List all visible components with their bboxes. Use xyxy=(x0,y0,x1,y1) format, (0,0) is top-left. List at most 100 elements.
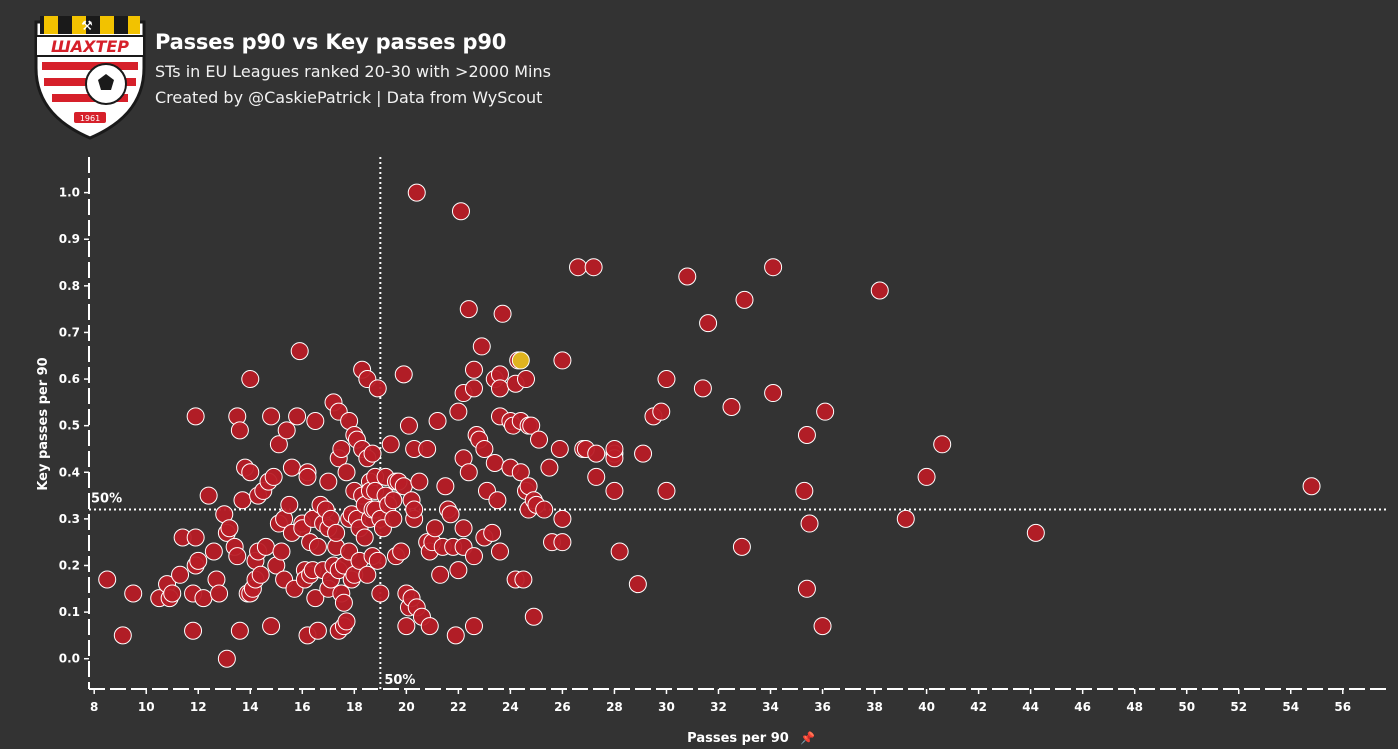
data-point[interactable] xyxy=(764,384,783,403)
data-point[interactable] xyxy=(407,183,426,202)
data-point[interactable] xyxy=(241,370,260,389)
data-point[interactable] xyxy=(264,467,283,486)
data-point[interactable] xyxy=(308,537,327,556)
data-point[interactable] xyxy=(797,425,816,444)
data-point[interactable] xyxy=(230,621,249,640)
data-point[interactable] xyxy=(628,575,647,594)
data-point[interactable] xyxy=(124,584,143,603)
data-point[interactable] xyxy=(464,547,483,566)
data-point[interactable] xyxy=(368,379,387,398)
data-point[interactable] xyxy=(514,570,533,589)
data-point[interactable] xyxy=(334,593,353,612)
data-point[interactable] xyxy=(464,379,483,398)
data-point[interactable] xyxy=(813,617,832,636)
data-point[interactable] xyxy=(464,617,483,636)
data-point[interactable] xyxy=(113,626,132,645)
data-point[interactable] xyxy=(371,584,390,603)
data-point[interactable] xyxy=(511,463,530,482)
data-point[interactable] xyxy=(381,435,400,454)
data-point[interactable] xyxy=(199,486,218,505)
data-point[interactable] xyxy=(288,407,307,426)
data-point[interactable] xyxy=(308,621,327,640)
data-point[interactable] xyxy=(490,542,509,561)
data-point[interactable] xyxy=(870,281,889,300)
data-point[interactable] xyxy=(319,472,338,491)
data-point[interactable] xyxy=(459,300,478,319)
data-point[interactable] xyxy=(262,617,281,636)
data-point[interactable] xyxy=(337,463,356,482)
data-point[interactable] xyxy=(397,617,416,636)
data-point[interactable] xyxy=(464,360,483,379)
data-point[interactable] xyxy=(610,542,629,561)
data-point[interactable] xyxy=(451,202,470,221)
data-point[interactable] xyxy=(204,542,223,561)
data-point[interactable] xyxy=(446,626,465,645)
data-point[interactable] xyxy=(678,267,697,286)
highlight-point[interactable] xyxy=(511,351,530,370)
data-point[interactable] xyxy=(337,612,356,631)
data-point[interactable] xyxy=(800,514,819,533)
data-point[interactable] xyxy=(405,500,424,519)
data-point[interactable] xyxy=(186,528,205,547)
data-point[interactable] xyxy=(735,290,754,309)
data-point[interactable] xyxy=(217,649,236,668)
data-point[interactable] xyxy=(795,481,814,500)
data-point[interactable] xyxy=(1302,477,1321,496)
data-point[interactable] xyxy=(98,570,117,589)
data-point[interactable] xyxy=(540,458,559,477)
data-point[interactable] xyxy=(550,439,569,458)
data-point[interactable] xyxy=(189,551,208,570)
data-point[interactable] xyxy=(933,435,952,454)
data-point[interactable] xyxy=(399,416,418,435)
data-point[interactable] xyxy=(584,258,603,277)
data-point[interactable] xyxy=(272,542,291,561)
data-point[interactable] xyxy=(277,421,296,440)
data-point[interactable] xyxy=(256,537,275,556)
data-point[interactable] xyxy=(816,402,835,421)
data-point[interactable] xyxy=(797,579,816,598)
data-point[interactable] xyxy=(210,584,229,603)
data-point[interactable] xyxy=(241,463,260,482)
data-point[interactable] xyxy=(605,439,624,458)
data-point[interactable] xyxy=(472,337,491,356)
data-point[interactable] xyxy=(553,351,572,370)
data-point[interactable] xyxy=(896,509,915,528)
data-point[interactable] xyxy=(657,481,676,500)
data-point[interactable] xyxy=(475,439,494,458)
data-point[interactable] xyxy=(917,467,936,486)
data-point[interactable] xyxy=(392,542,411,561)
data-point[interactable] xyxy=(490,379,509,398)
data-point[interactable] xyxy=(428,412,447,431)
data-point[interactable] xyxy=(569,258,588,277)
data-point[interactable] xyxy=(306,589,325,608)
data-point[interactable] xyxy=(327,523,346,542)
data-point[interactable] xyxy=(535,500,554,519)
data-point[interactable] xyxy=(418,439,437,458)
data-point[interactable] xyxy=(553,533,572,552)
data-point[interactable] xyxy=(454,519,473,538)
data-point[interactable] xyxy=(171,565,190,584)
data-point[interactable] xyxy=(587,467,606,486)
data-point[interactable] xyxy=(431,565,450,584)
data-point[interactable] xyxy=(530,430,549,449)
data-point[interactable] xyxy=(657,370,676,389)
data-point[interactable] xyxy=(269,435,288,454)
data-point[interactable] xyxy=(368,551,387,570)
data-point[interactable] xyxy=(410,472,429,491)
data-point[interactable] xyxy=(436,477,455,496)
data-point[interactable] xyxy=(693,379,712,398)
data-point[interactable] xyxy=(184,621,203,640)
data-point[interactable] xyxy=(605,481,624,500)
data-point[interactable] xyxy=(732,537,751,556)
data-point[interactable] xyxy=(483,523,502,542)
data-point[interactable] xyxy=(493,304,512,323)
data-point[interactable] xyxy=(290,342,309,361)
data-point[interactable] xyxy=(449,561,468,580)
data-point[interactable] xyxy=(517,370,536,389)
data-point[interactable] xyxy=(394,365,413,384)
data-point[interactable] xyxy=(298,467,317,486)
data-point[interactable] xyxy=(488,491,507,510)
data-point[interactable] xyxy=(282,458,301,477)
data-point[interactable] xyxy=(449,402,468,421)
data-point[interactable] xyxy=(420,617,439,636)
